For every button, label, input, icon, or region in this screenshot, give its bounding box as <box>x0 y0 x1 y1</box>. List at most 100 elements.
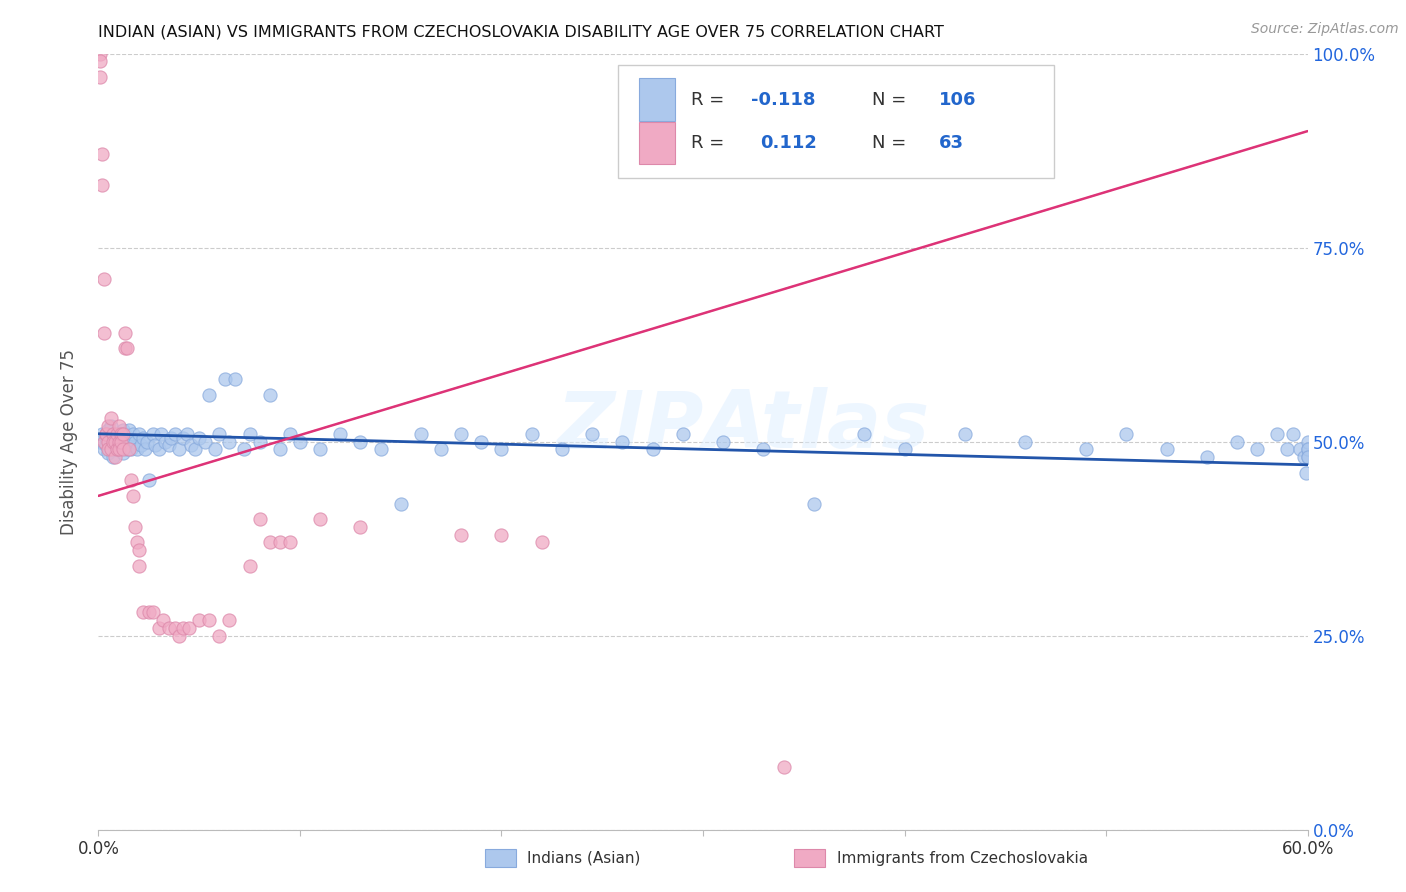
Point <box>1296 442 1319 457</box>
Point <box>93 442 115 457</box>
Point <box>120 442 142 457</box>
Point <box>101 426 124 441</box>
Point <box>93 271 115 285</box>
Point <box>711 434 734 449</box>
Point <box>111 426 134 441</box>
Point <box>114 426 136 441</box>
Point <box>97 423 120 437</box>
Text: ZIP: ZIP <box>555 387 703 465</box>
Point <box>1195 450 1218 464</box>
Text: N =: N = <box>872 134 907 153</box>
Text: N =: N = <box>872 91 907 109</box>
Point <box>107 419 129 434</box>
Point <box>96 426 118 441</box>
Point <box>100 419 122 434</box>
Point <box>1277 442 1299 457</box>
Point <box>115 442 138 457</box>
Point <box>198 388 221 402</box>
Text: Indians (Asian): Indians (Asian) <box>527 851 641 865</box>
Point <box>105 442 128 457</box>
Point <box>160 431 183 445</box>
Point <box>107 434 129 449</box>
Point <box>249 434 271 449</box>
Point <box>520 426 543 441</box>
Text: R =: R = <box>690 134 735 153</box>
Point <box>89 434 111 449</box>
Point <box>176 426 198 441</box>
Point <box>430 442 453 457</box>
Point <box>288 434 311 449</box>
Point <box>389 497 412 511</box>
Point <box>269 442 291 457</box>
Point <box>107 442 129 457</box>
Point <box>124 520 146 534</box>
Point <box>1267 426 1289 441</box>
Point <box>450 426 472 441</box>
Point <box>134 442 156 457</box>
Text: Atlas: Atlas <box>703 387 929 465</box>
Text: -0.118: -0.118 <box>751 91 815 109</box>
Point <box>96 426 118 441</box>
Point <box>1296 434 1319 449</box>
Point <box>103 450 125 464</box>
Point <box>163 621 186 635</box>
Point <box>118 438 141 452</box>
Text: 63: 63 <box>939 134 963 153</box>
Point <box>96 431 118 445</box>
Point <box>491 527 513 541</box>
Point <box>132 605 155 619</box>
Point <box>138 473 160 487</box>
Point <box>672 426 695 441</box>
Point <box>1282 426 1305 441</box>
Point <box>132 431 155 445</box>
Point <box>752 442 775 457</box>
Point <box>224 372 246 386</box>
Point <box>218 434 240 449</box>
Point <box>97 434 120 449</box>
Point <box>101 450 124 464</box>
Point <box>208 628 231 642</box>
Point <box>249 512 271 526</box>
Point <box>110 438 132 452</box>
Point <box>125 442 148 457</box>
Point <box>111 446 134 460</box>
Point <box>107 442 129 457</box>
Point <box>128 543 150 558</box>
Point <box>89 46 111 61</box>
Point <box>259 388 281 402</box>
Point <box>107 426 129 441</box>
Point <box>198 613 221 627</box>
Point <box>309 512 332 526</box>
Point <box>96 438 118 452</box>
Point <box>1296 442 1319 457</box>
Y-axis label: Disability Age Over 75: Disability Age Over 75 <box>59 349 77 534</box>
Bar <box>638 122 675 164</box>
Point <box>89 54 111 69</box>
Point <box>772 760 794 774</box>
Point <box>1296 450 1319 464</box>
Point <box>208 426 231 441</box>
Point <box>641 442 664 457</box>
Point <box>204 442 226 457</box>
Text: INDIAN (ASIAN) VS IMMIGRANTS FROM CZECHOSLOVAKIA DISABILITY AGE OVER 75 CORRELAT: INDIAN (ASIAN) VS IMMIGRANTS FROM CZECHO… <box>98 25 945 40</box>
Point <box>1296 450 1319 464</box>
Point <box>103 434 125 449</box>
Point <box>149 426 172 441</box>
Point <box>179 621 201 635</box>
Text: Immigrants from Czechoslovakia: Immigrants from Czechoslovakia <box>837 851 1088 865</box>
Point <box>128 426 150 441</box>
Text: Source: ZipAtlas.com: Source: ZipAtlas.com <box>1251 22 1399 37</box>
Point <box>450 527 472 541</box>
Point <box>153 434 176 449</box>
Point <box>125 535 148 549</box>
Point <box>278 426 301 441</box>
FancyBboxPatch shape <box>619 65 1053 178</box>
Point <box>129 438 152 452</box>
Point <box>105 426 128 441</box>
Point <box>278 535 301 549</box>
Point <box>612 434 634 449</box>
Point <box>135 434 157 449</box>
Point <box>1288 442 1310 457</box>
Point <box>118 423 141 437</box>
Point <box>1014 434 1036 449</box>
